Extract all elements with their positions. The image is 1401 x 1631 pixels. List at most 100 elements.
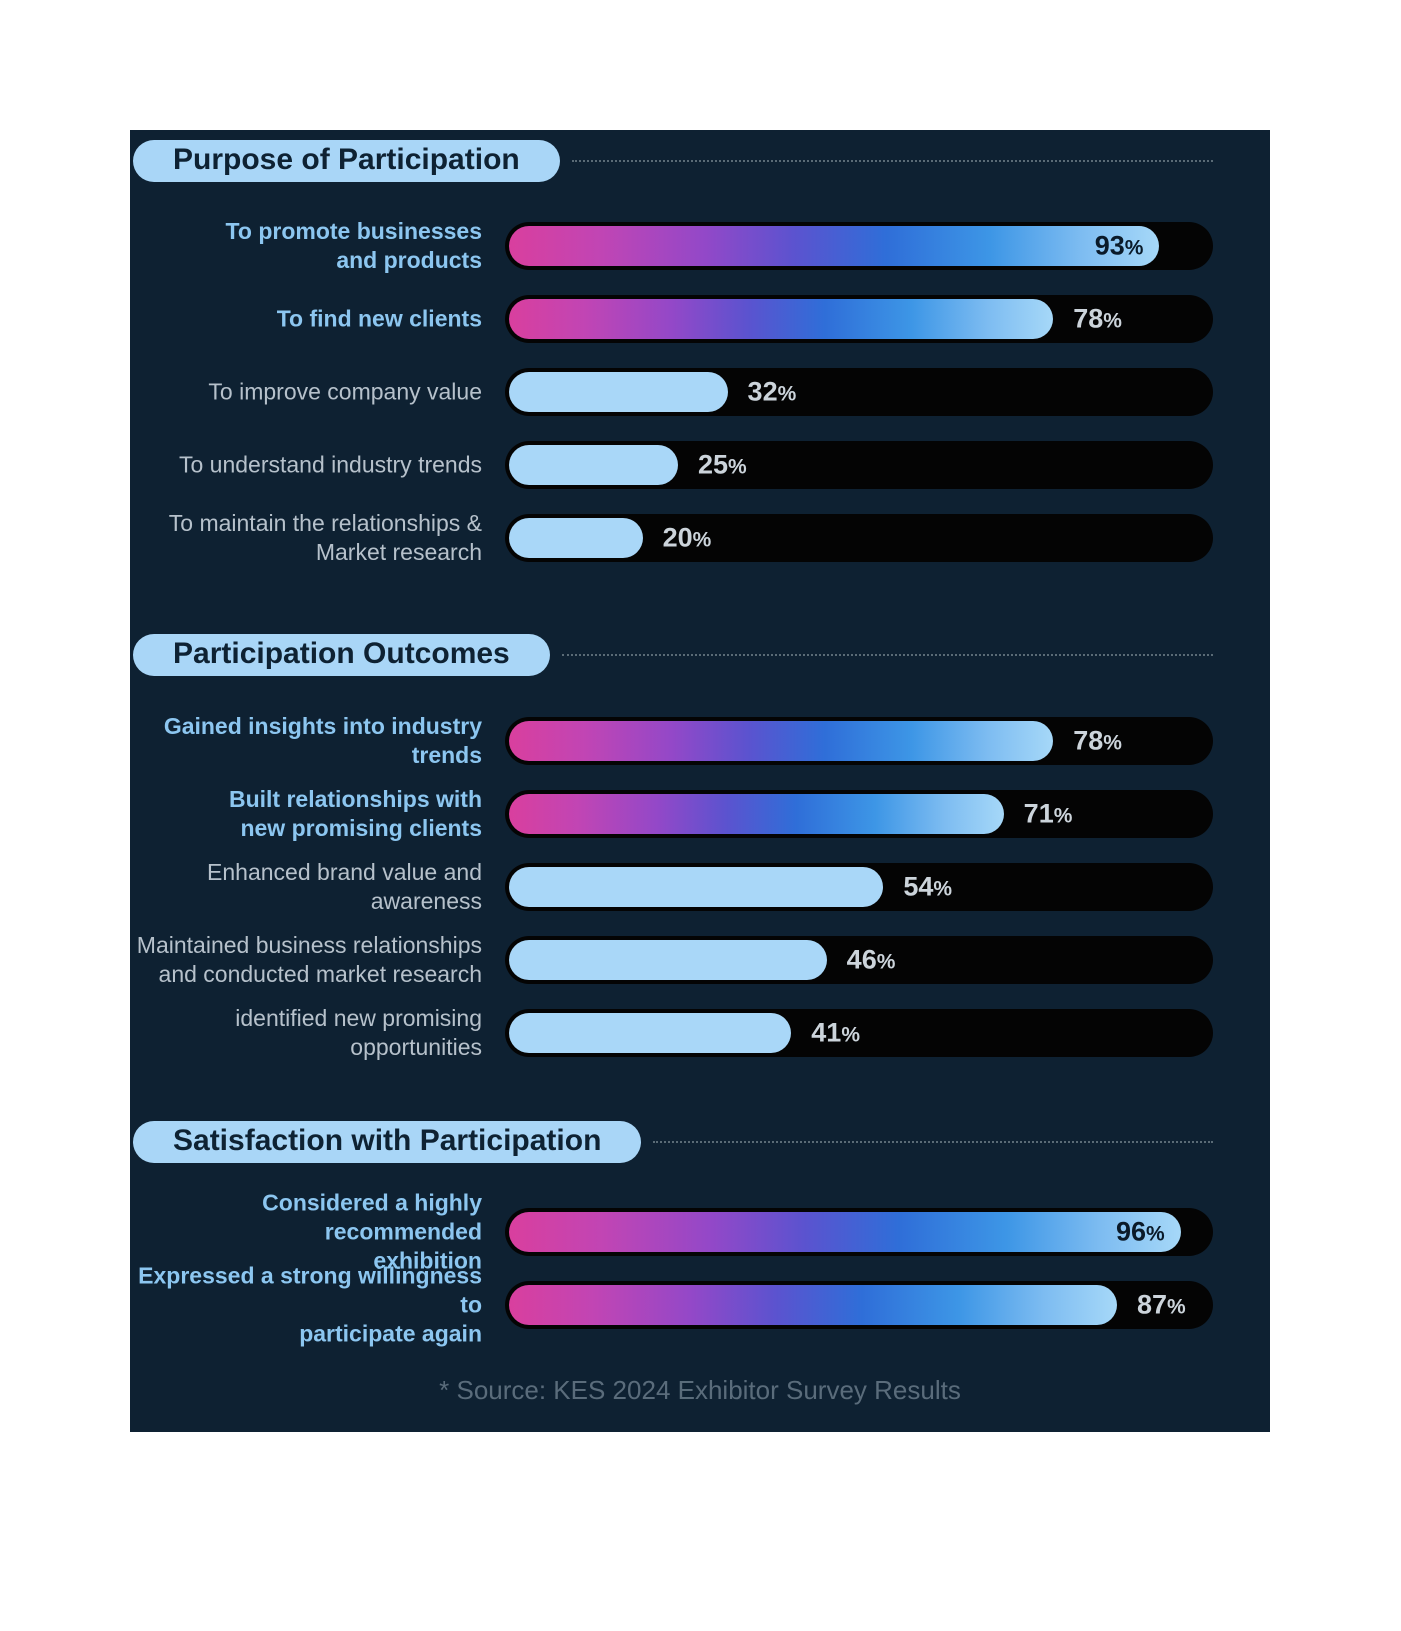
bar-row: Expressed a strong willingness to partici… [130,1263,1270,1347]
bar-value-percent-sign: % [1146,1222,1165,1246]
section-header: Satisfaction with Participation [130,1121,1270,1163]
bar-value-number: 93 [1094,230,1125,261]
bar-row: Gained insights into industry trends 78% [130,713,1270,768]
bar-label: Maintained business relationships and con… [130,931,482,989]
bar-label-line: Market research [315,539,482,565]
chart-section: Purpose of Participation To promote busin… [130,140,1270,565]
bar-row: Considered a highly recommended exhibitio… [130,1190,1270,1274]
bar-value: 54% [903,872,952,903]
bar-value-number: 87 [1136,1289,1167,1320]
bar-value: 25% [698,450,747,481]
bar-fill [509,372,728,412]
bar-label-line: participate again [299,1320,482,1347]
bar-value-number: 32 [747,376,778,407]
section-title-pill: Satisfaction with Participation [133,1121,642,1163]
bar-value-percent-sign: % [1103,731,1122,755]
section-header: Purpose of Participation [130,140,1270,182]
bar-value-number: 46 [846,944,877,975]
bar-value: 96% [1116,1217,1165,1248]
infographic-panel: Purpose of Participation To promote busin… [130,130,1270,1432]
bar-label-line: and conducted market research [158,961,482,987]
bar-label: Enhanced brand value and awareness [130,858,482,916]
bar-label-line: Expressed a strong willingness to [138,1262,482,1318]
bar-label-line: identified new promising [235,1005,482,1031]
bar-label-line: To improve company value [208,378,482,405]
bar-label-line: awareness [370,888,482,914]
bar-track: 20% [505,514,1213,562]
sections: Purpose of Participation To promote busin… [130,140,1270,1347]
bar-value-number: 54 [903,871,934,902]
bar-value: 93% [1095,231,1144,262]
bar-label-line: Built relationships with [228,786,482,812]
bar-label-line: Maintained business relationships [136,932,482,958]
bar-label-line: To maintain the relationships & [168,510,482,536]
bar-track: 54% [505,863,1213,911]
bar-label: To maintain the relationships & Market re… [130,509,482,567]
bar-track: 32% [505,368,1213,416]
bar-label: To improve company value [130,378,482,407]
section-title-pill: Participation Outcomes [133,634,550,676]
bar-track: 96% [505,1208,1213,1256]
bar-value: 78% [1073,726,1122,757]
bar-fill [509,1212,1181,1252]
bar-track: 93% [505,222,1213,270]
bar-label-line: Gained insights into industry [163,713,482,739]
dotted-line [653,1141,1213,1143]
bar-track: 46% [505,936,1213,984]
bar-fill [509,721,1054,761]
bar-row: Enhanced brand value and awareness 54% [130,859,1270,914]
bar-track: 78% [505,717,1213,765]
section-title: Participation Outcomes [173,637,510,670]
bar-label: Built relationships with new promising cl… [130,785,482,843]
bar-row: Built relationships with new promising cl… [130,786,1270,841]
bar-label-line: Enhanced brand value and [207,859,482,885]
bar-value-number: 78 [1073,725,1104,756]
bar-track: 87% [505,1281,1213,1329]
bar-value: 46% [847,945,896,976]
bar-label: Expressed a strong willingness to partici… [130,1262,482,1349]
bar-label: identified new promising opportunities [130,1004,482,1062]
bar-label-line: opportunities [350,1034,482,1060]
bar-label-line: new promising clients [240,815,482,841]
bar-fill [509,445,678,485]
bar-value: 71% [1024,799,1073,830]
bar-value-percent-sign: % [692,528,712,552]
bar-label-line: To find new clients [276,305,482,332]
bar-row: To maintain the relationships & Market re… [130,510,1270,565]
bar-label-line: trends [411,742,482,768]
chart-section: Participation Outcomes Gained insights in… [130,634,1270,1060]
bar-value-percent-sign: % [1167,1295,1186,1319]
bar-value-percent-sign: % [777,382,797,406]
dotted-line [561,654,1213,656]
bar-label-line: exhibition [373,1247,482,1274]
bar-list: To promote businesses and products 93% To f… [130,218,1270,565]
bar-value-number: 20 [662,522,693,553]
section-title: Purpose of Participation [173,143,520,176]
bar-value: 78% [1073,304,1122,335]
bar-value-percent-sign: % [1124,236,1144,260]
bar-label: To find new clients [130,305,482,334]
bar-row: To find new clients 78% [130,295,1270,343]
bar-fill [509,226,1160,266]
bar-label-line: To understand industry trends [178,451,482,478]
bar-value-percent-sign: % [1103,309,1122,333]
bar-value-percent-sign: % [728,455,747,479]
dotted-line [571,160,1213,162]
bar-row: Maintained business relationships and con… [130,932,1270,987]
bar-list: Considered a highly recommended exhibitio… [130,1190,1270,1347]
bar-fill [509,1013,792,1053]
section-title: Satisfaction with Participation [173,1124,602,1157]
bar-value: 20% [663,523,712,554]
bar-fill [509,518,643,558]
chart-section: Satisfaction with Participation Considere… [130,1121,1270,1347]
bar-track: 78% [505,295,1213,343]
bar-row: To understand industry trends 25% [130,441,1270,489]
bar-label: Gained insights into industry trends [130,712,482,770]
bar-value-percent-sign: % [876,950,896,974]
bar-label-line: and products [336,247,482,273]
bar-value-number: 25 [698,449,729,480]
bar-fill [509,867,884,907]
bar-label-line: Considered a highly recommended [262,1189,482,1245]
section-header: Participation Outcomes [130,634,1270,676]
